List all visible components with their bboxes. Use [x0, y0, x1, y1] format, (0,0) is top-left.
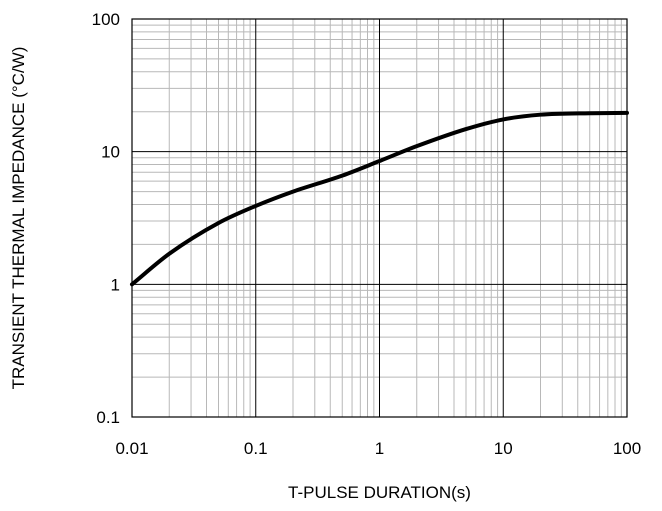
- x-axis-title: T-PULSE DURATION(s): [288, 483, 471, 502]
- x-tick-label: 0.1: [244, 439, 268, 458]
- y-tick-label: 0.1: [96, 408, 120, 427]
- y-axis-title: TRANSIENT THERMAL IMPEDANCE (°C/W): [9, 47, 28, 390]
- x-tick-label: 10: [494, 439, 513, 458]
- y-tick-label: 10: [101, 143, 120, 162]
- y-tick-label: 100: [92, 10, 120, 29]
- x-tick-label: 100: [613, 439, 641, 458]
- y-tick-labels: 0.1 1 10 100: [92, 10, 120, 427]
- x-tick-label: 1: [375, 439, 384, 458]
- y-tick-label: 1: [111, 275, 120, 294]
- x-tick-labels: 0.01 0.1 1 10 100: [115, 439, 641, 458]
- x-tick-label: 0.01: [115, 439, 148, 458]
